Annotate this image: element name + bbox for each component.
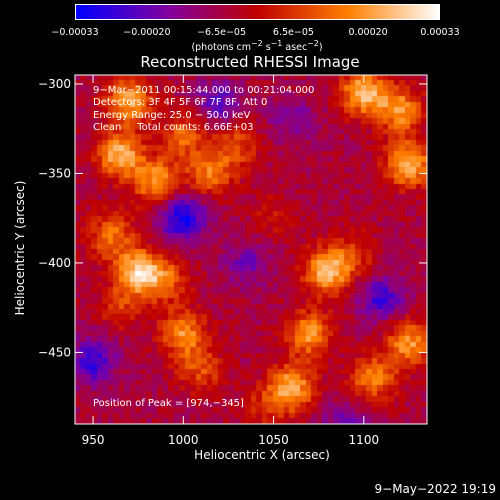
plot-frame <box>74 74 428 425</box>
y-tick-label: −300 <box>38 77 71 91</box>
x-axis-label: Heliocentric X (arcsec) <box>194 448 330 462</box>
peak-position-text: Position of Peak = [974,−345] <box>93 398 244 409</box>
x-tick-label: 1100 <box>349 433 380 447</box>
colorbar-tick-label: 6.5e−05 <box>272 27 314 38</box>
y-tick-label: −400 <box>38 256 71 270</box>
y-tick-label: −350 <box>38 166 71 180</box>
y-tick-label: −450 <box>38 345 71 359</box>
x-tick-label: 1000 <box>168 433 199 447</box>
time-range-text: 9−Mar−2011 00:15:44.000 to 00:21:04.000 <box>93 85 315 96</box>
colorbar-tick-label: −6.5e−05 <box>197 27 247 38</box>
colorbar-tick-label: −0.00020 <box>123 27 171 38</box>
x-tick-label: 950 <box>82 433 105 447</box>
heatmap-image <box>75 75 427 424</box>
energy-range-text: Energy Range: 25.0 − 50.0 keV <box>93 109 251 121</box>
clean-counts-text: Clean Total counts: 6.66E+03 <box>93 122 254 134</box>
colorbar <box>75 4 440 20</box>
observation-info: 9−Mar−2011 00:15:44.000 to 00:21:04.000 … <box>93 85 314 135</box>
chart-title: Reconstructed RHESSI Image <box>140 53 360 71</box>
x-tick-label: 1050 <box>258 433 289 447</box>
colorbar-unit-label: (photons cm−2 s−1 asec−2) <box>191 39 323 54</box>
colorbar-tick-label: 0.00020 <box>348 27 388 38</box>
colorbar-tick-label: −0.00033 <box>51 27 99 38</box>
detectors-text: Detectors: 3F 4F 5F 6F 7F 8F, Att 0 <box>93 97 268 109</box>
colorbar-tick-label: 0.00033 <box>420 27 460 38</box>
y-axis-label: Heliocentric Y (arcsec) <box>13 180 27 316</box>
footer-timestamp: 9−May−2022 19:19 <box>374 482 497 496</box>
